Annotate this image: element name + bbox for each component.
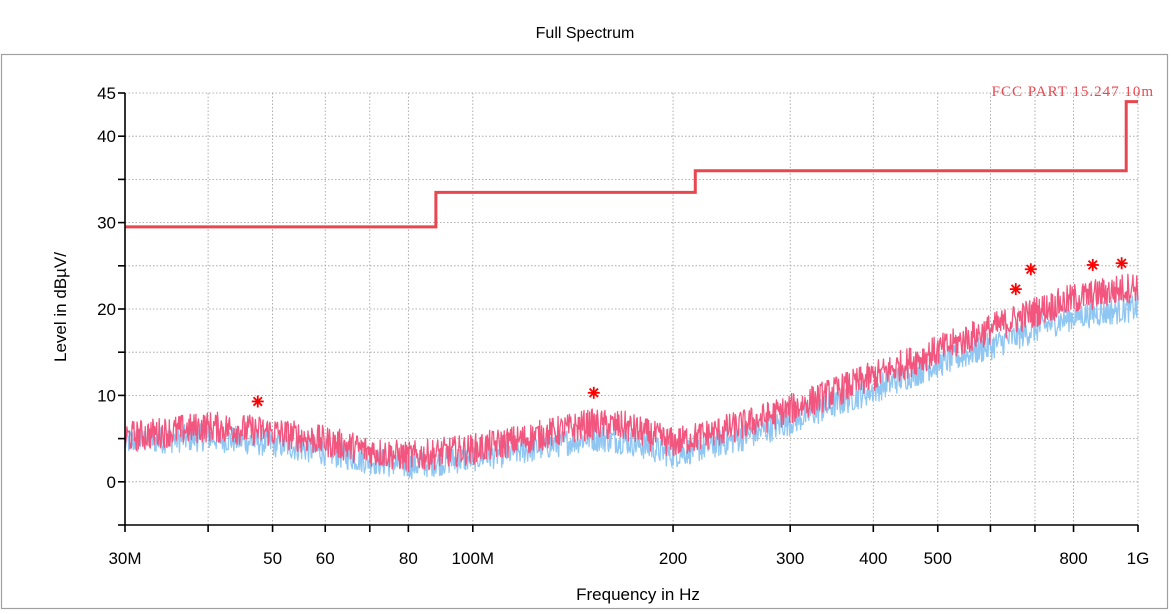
plot-area: FCC PART 15.247 10m [124, 84, 1154, 480]
peak-marker-4 [1086, 258, 1099, 271]
x-tick-label-3: 60 [316, 549, 335, 568]
y-tick-label-5: 20 [97, 300, 116, 319]
y-tick-label-1: 0 [107, 473, 116, 492]
x-tick-label-2: 50 [263, 549, 282, 568]
x-tick-label-7: 200 [659, 549, 687, 568]
limit-line [125, 100, 1138, 229]
y-axis-label: Level in dBµV/ [51, 252, 70, 362]
x-axis-label: Frequency in Hz [576, 585, 700, 604]
y-tick-label-9: 40 [97, 127, 116, 146]
x-tick-label-14: 1G [1127, 549, 1150, 568]
peak-marker-0 [251, 395, 264, 408]
chart-title: Full Spectrum [536, 25, 635, 42]
plot-grid [124, 92, 1139, 526]
limit-line-label: FCC PART 15.247 10m [992, 84, 1154, 100]
axes: 30M 50 60 80 100M 200 300 400 500 800 1G 0 10 20 30 40 4… [97, 84, 1149, 568]
x-tick-label-9: 400 [859, 549, 887, 568]
peak-marker-2 [1009, 283, 1022, 296]
peak-marker-5 [1115, 257, 1128, 270]
x-tick-label-6: 100M [452, 549, 495, 568]
peak-marker-1 [587, 386, 600, 399]
x-tick-label-0: 30M [108, 549, 141, 568]
x-tick-label-8: 300 [776, 549, 804, 568]
x-tick-label-10: 500 [924, 549, 952, 568]
peak-marker-3 [1024, 263, 1037, 276]
spectrum-trace-1 [124, 273, 1139, 473]
x-tick-label-5: 80 [399, 549, 418, 568]
y-tick-label-3: 10 [97, 386, 116, 405]
x-tick-label-13: 800 [1059, 549, 1087, 568]
y-tick-label-7: 30 [97, 214, 116, 233]
y-tick-label-10: 45 [97, 84, 116, 103]
